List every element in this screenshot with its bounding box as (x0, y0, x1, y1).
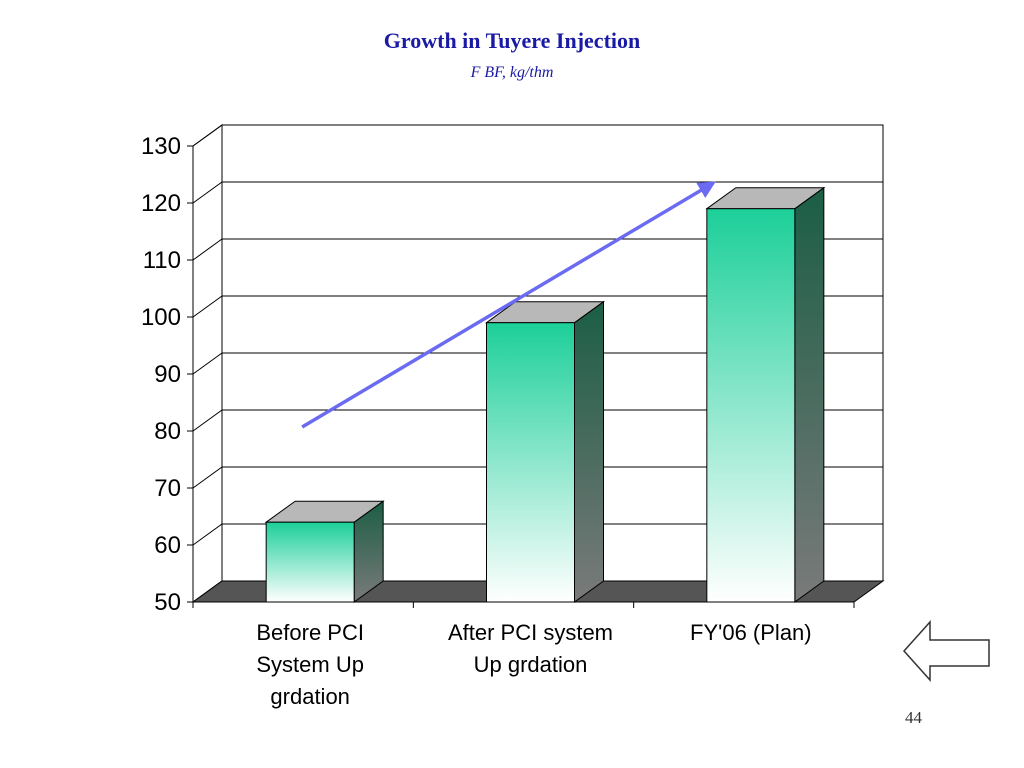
gridline (192, 238, 883, 261)
bar-series (264, 186, 826, 603)
y-tick-label: 100 (141, 304, 181, 331)
bar-side (794, 186, 825, 603)
x-tick-label: FY'06 (Plan) (690, 620, 812, 645)
bar-front (706, 208, 796, 603)
x-axis: Before PCI System Up grdation After PCI sys… (192, 601, 855, 709)
bar (264, 500, 385, 603)
y-tick-label: 60 (154, 532, 181, 559)
gridline (192, 352, 883, 375)
trend-arrow-line (301, 181, 716, 429)
trend-arrow (301, 181, 716, 429)
chart-title: Growth in Tuyere Injection (383, 28, 641, 53)
bar-side (574, 300, 604, 603)
bar (484, 300, 606, 603)
x-tick-label: Before PCI System Up grdation (256, 620, 364, 709)
y-tick-label: 110 (143, 247, 181, 274)
page-number: 44 (905, 708, 922, 727)
chart-subtitle: F BF, kg/thm (470, 64, 554, 81)
y-tick-label: 70 (154, 475, 181, 502)
gridline (192, 124, 883, 147)
gridline (192, 466, 883, 489)
gridline (192, 181, 883, 204)
y-tick-label: 50 (154, 589, 181, 616)
left-arrow-icon[interactable] (900, 618, 994, 689)
gridline (192, 523, 883, 546)
y-tick-label: 80 (154, 418, 181, 445)
bar-front (265, 521, 355, 603)
y-tick-label: 120 (141, 190, 181, 217)
bar-front (486, 322, 575, 603)
y-axis: 50 60 70 80 90 100 110 120 130 (141, 133, 194, 616)
y-tick-label: 90 (154, 361, 181, 388)
gridline (192, 409, 883, 432)
y-tick-label: 130 (141, 133, 181, 160)
x-tick-label: After PCI system Up grdation (448, 620, 613, 677)
bar (705, 186, 826, 603)
gridline (192, 295, 883, 318)
